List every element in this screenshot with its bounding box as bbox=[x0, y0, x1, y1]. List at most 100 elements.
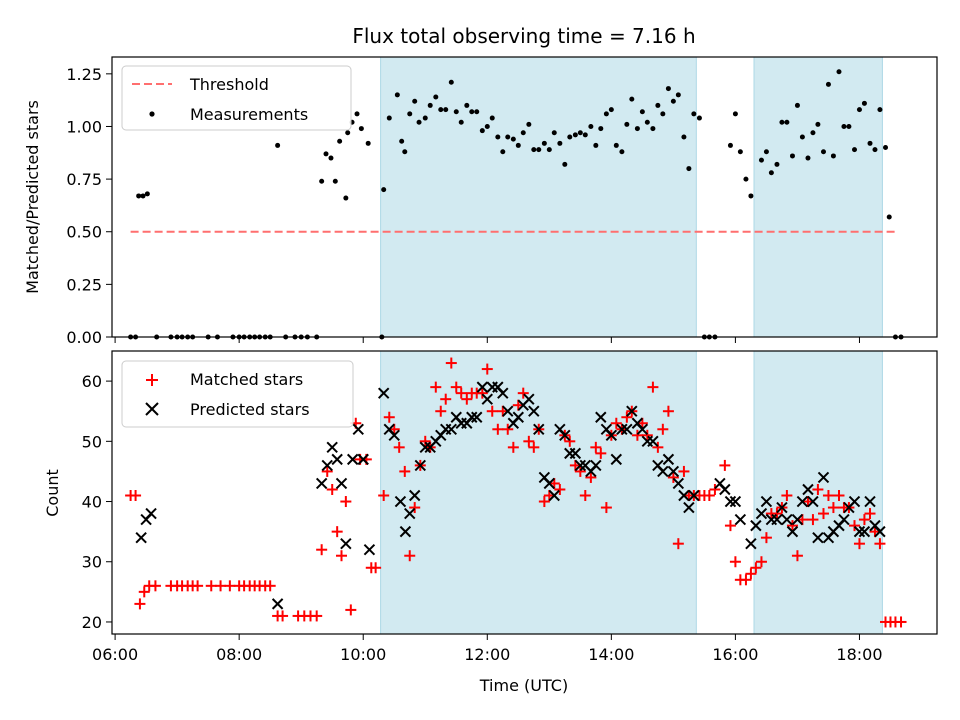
measurement-point bbox=[526, 121, 532, 127]
matched-star-point bbox=[523, 435, 535, 447]
predicted-star-point bbox=[419, 441, 431, 454]
measurement-point bbox=[394, 92, 400, 98]
measurement-point bbox=[691, 111, 697, 117]
matched-star-point bbox=[205, 580, 217, 592]
matched-star-point bbox=[264, 580, 276, 592]
predicted-star-point bbox=[657, 465, 669, 478]
measurement-point bbox=[598, 126, 604, 132]
measurement-point bbox=[846, 123, 852, 129]
predicted-star-point bbox=[760, 495, 773, 508]
predicted-star-point bbox=[616, 423, 628, 435]
matched-star-point bbox=[554, 483, 566, 495]
predicted-star-point bbox=[145, 507, 157, 520]
matched-star-point bbox=[667, 471, 679, 483]
predicted-star-point bbox=[838, 513, 850, 526]
matched-star-point bbox=[435, 405, 447, 417]
predicted-star-point bbox=[636, 423, 649, 435]
matched-star-point bbox=[149, 580, 161, 592]
legend-measurements-swatch bbox=[149, 111, 155, 117]
matched-star-point bbox=[631, 429, 643, 441]
matched-star-point bbox=[340, 496, 352, 508]
measurement-point bbox=[469, 109, 475, 115]
measurement-point bbox=[763, 149, 769, 155]
predicted-star-point bbox=[331, 453, 343, 466]
matched-star-point bbox=[621, 411, 633, 423]
predicted-star-point bbox=[388, 429, 400, 442]
predicted-star-points bbox=[135, 381, 886, 610]
matched-star-point bbox=[215, 580, 227, 592]
matched-star-point bbox=[729, 556, 741, 568]
matched-star-point bbox=[404, 550, 416, 562]
chart-title: Flux total observing time = 7.16 h bbox=[352, 24, 695, 48]
measurement-point bbox=[562, 161, 568, 167]
matched-star-point bbox=[858, 514, 870, 526]
measurement-point bbox=[877, 107, 883, 113]
top-y-tick-label: 0.75 bbox=[66, 170, 102, 189]
measurement-point bbox=[810, 130, 816, 136]
matched-star-point bbox=[709, 483, 721, 495]
predicted-star-point bbox=[734, 513, 747, 526]
measurement-point bbox=[681, 134, 687, 140]
measurement-point bbox=[852, 147, 857, 153]
predicted-star-point bbox=[791, 513, 804, 526]
measurement-point bbox=[660, 111, 666, 117]
measurement-point bbox=[536, 147, 542, 153]
measurement-point bbox=[416, 119, 422, 125]
measurement-point bbox=[582, 132, 588, 138]
matched-star-point bbox=[755, 556, 767, 568]
measurement-point bbox=[399, 138, 405, 144]
x-tick-label: 12:00 bbox=[464, 645, 510, 664]
measurement-point bbox=[603, 111, 609, 117]
predicted-star-point bbox=[543, 477, 556, 490]
measurement-point bbox=[319, 178, 325, 184]
predicted-star-point bbox=[610, 453, 623, 466]
bottom-x-ticks: 06:00 08:00 10:00 12:00 14:00 16:00 18:00 bbox=[92, 634, 883, 664]
predicted-star-point bbox=[471, 411, 483, 423]
matched-star-point bbox=[585, 471, 597, 483]
matched-star-point bbox=[409, 502, 421, 514]
predicted-star-point bbox=[408, 489, 421, 502]
matched-star-point bbox=[331, 526, 343, 538]
matched-star-point bbox=[647, 381, 659, 393]
predicted-star-point bbox=[315, 477, 328, 490]
measurement-point bbox=[758, 157, 764, 163]
x-tick-label: 18:00 bbox=[836, 645, 882, 664]
matched-star-point bbox=[481, 363, 493, 375]
measurement-point bbox=[655, 102, 661, 108]
predicted-star-point bbox=[481, 393, 493, 405]
measurement-point bbox=[358, 126, 364, 132]
measurement-point bbox=[634, 126, 640, 132]
measurement-point bbox=[665, 86, 671, 92]
predicted-star-point bbox=[621, 423, 633, 435]
predicted-star-point bbox=[796, 495, 809, 508]
measurement-point bbox=[402, 149, 408, 155]
measurement-point bbox=[830, 153, 836, 159]
matched-star-points bbox=[125, 357, 907, 628]
predicted-star-point bbox=[755, 507, 768, 520]
legend-predicted-swatch bbox=[145, 402, 159, 416]
measurement-point bbox=[861, 100, 867, 106]
legend-matched-label: Matched stars bbox=[190, 370, 303, 389]
measurement-point bbox=[774, 161, 780, 167]
measurement-point bbox=[872, 147, 878, 153]
measurement-point bbox=[144, 191, 150, 197]
predicted-star-point bbox=[502, 405, 514, 417]
matched-star-point bbox=[450, 381, 462, 393]
measurement-point bbox=[577, 130, 583, 136]
matched-star-point bbox=[564, 435, 576, 447]
measurement-point bbox=[856, 107, 862, 113]
predicted-star-point bbox=[512, 411, 525, 423]
top-y-tick-label: 0.25 bbox=[66, 275, 102, 294]
legend-threshold-label: Threshold bbox=[189, 75, 269, 94]
predicted-star-point bbox=[377, 387, 390, 399]
measurement-point bbox=[531, 147, 537, 153]
predicted-star-point bbox=[724, 495, 737, 508]
predicted-star-point bbox=[647, 435, 659, 448]
measurement-point bbox=[789, 153, 795, 159]
x-tick-label: 14:00 bbox=[588, 645, 634, 664]
shaded-region-0 bbox=[380, 350, 697, 635]
measurement-point bbox=[453, 109, 459, 115]
measurement-point bbox=[140, 193, 146, 199]
matched-star-point bbox=[590, 441, 602, 453]
predicted-star-point bbox=[853, 525, 866, 538]
